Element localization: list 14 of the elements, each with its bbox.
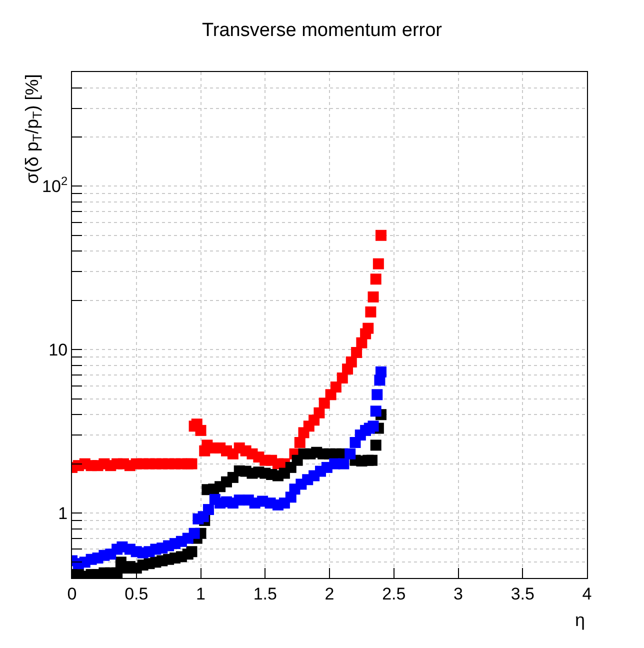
x-tick-label: 1 [196, 584, 206, 604]
x-tick-label: 1.5 [253, 584, 277, 604]
x-tick-label: 0 [67, 584, 77, 604]
x-tick-label: 2 [324, 584, 334, 604]
x-tick-label: 3 [454, 584, 463, 604]
y-tick-label: 10$^{2}$ [42, 174, 68, 196]
x-tick-label: 4 [582, 584, 592, 604]
y-tick-label: 1 [58, 504, 68, 523]
x-tick-label: 2.5 [382, 584, 406, 604]
x-axis-title: η [575, 610, 586, 630]
y-tick-label: 10 [48, 340, 68, 360]
chart-title: Transverse momentum error [202, 20, 443, 41]
x-tick-label: 0.5 [124, 584, 148, 604]
x-tick-label: 3.5 [510, 584, 534, 604]
